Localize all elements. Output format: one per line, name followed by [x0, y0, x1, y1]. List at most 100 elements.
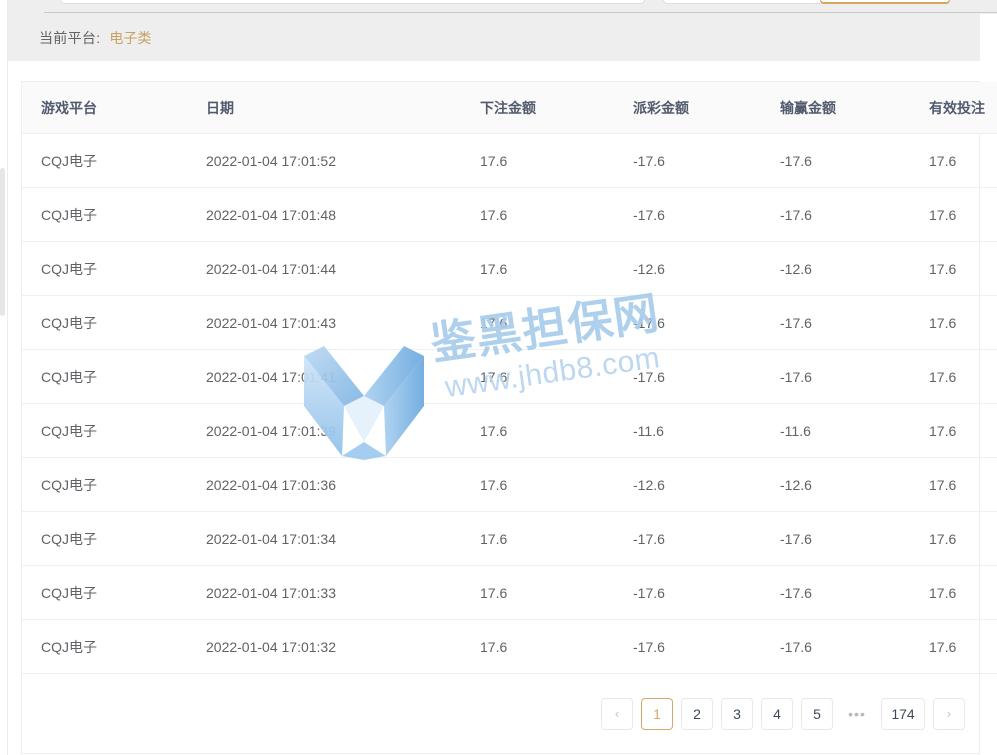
cell-valid: 17.6 [917, 295, 997, 350]
cell-winloss: -12.6 [768, 241, 917, 296]
cell-bet: 17.6 [465, 403, 619, 458]
cell-winloss: -17.6 [768, 349, 917, 404]
cell-bet: 17.6 [465, 295, 619, 350]
cell-valid: 17.6 [917, 457, 997, 512]
pagination-page-4[interactable]: 4 [761, 697, 793, 730]
cell-payout: -12.6 [619, 457, 768, 512]
cell-payout: -11.6 [619, 403, 768, 458]
current-platform-banner: 当前平台: 电子类 [8, 14, 980, 61]
table-row: CQJ电子 2022-01-04 17:01:33 17.6 -17.6 -17.6 17… [22, 565, 997, 620]
cell-winloss: -17.6 [768, 511, 917, 566]
column-header-payout: 派彩金额 [619, 82, 768, 134]
table-header-row: 游戏平台 日期 下注金额 派彩金额 输赢金额 有效投注 [22, 82, 997, 134]
cell-date: 2022-01-04 17:01:52 [191, 133, 465, 188]
cell-winloss: -17.6 [768, 565, 917, 620]
date-range-input[interactable] [60, 0, 645, 4]
cell-date: 2022-01-04 17:01:34 [191, 511, 465, 566]
records-table-head: 游戏平台 日期 下注金额 派彩金额 输赢金额 有效投注 [22, 82, 997, 134]
toolbar-divider [44, 12, 997, 13]
cell-bet: 17.6 [465, 511, 619, 566]
cell-bet: 17.6 [465, 565, 619, 620]
cell-payout: -17.6 [619, 619, 768, 674]
search-button[interactable] [820, 0, 950, 4]
cell-date: 2022-01-04 17:01:32 [191, 619, 465, 674]
cell-payout: -17.6 [619, 133, 768, 188]
table-row: CQJ电子 2022-01-04 17:01:48 17.6 -17.6 -17.6 17… [22, 187, 997, 242]
records-table: 游戏平台 日期 下注金额 派彩金额 输赢金额 有效投注 CQJ电子 2022-01… [22, 82, 997, 674]
table-row: CQJ电子 2022-01-04 17:01:52 17.6 -17.6 -17.6 17… [22, 133, 997, 188]
pagination-page-5[interactable]: 5 [801, 697, 833, 730]
cell-valid: 17.6 [917, 511, 997, 566]
cell-winloss: -17.6 [768, 133, 917, 188]
cell-bet: 17.6 [465, 133, 619, 188]
table-row: CQJ电子 2022-01-04 17:01:44 17.6 -12.6 -12.6 17… [22, 241, 997, 296]
pagination-footer: ‹ 1 2 3 4 5 ••• 174 › [21, 674, 980, 754]
pagination-next-icon[interactable]: › [933, 697, 965, 730]
table-row: CQJ电子 2022-01-04 17:01:41 17.6 -17.6 -17.6 17… [22, 349, 997, 404]
cell-payout: -17.6 [619, 187, 768, 242]
cell-valid: 17.6 [917, 241, 997, 296]
cell-platform: CQJ电子 [22, 457, 191, 512]
pagination-prev-icon[interactable]: ‹ [601, 697, 633, 730]
table-row: CQJ电子 2022-01-04 17:01:32 17.6 -17.6 -17.6 17… [22, 619, 997, 674]
column-header-platform: 游戏平台 [22, 82, 191, 134]
page-scrollbar-thumb[interactable] [0, 168, 5, 316]
column-header-valid: 有效投注 [917, 82, 997, 134]
cell-bet: 17.6 [465, 619, 619, 674]
column-header-date: 日期 [191, 82, 465, 134]
cell-platform: CQJ电子 [22, 565, 191, 620]
column-header-winloss: 输赢金额 [768, 82, 917, 134]
pagination-page-2[interactable]: 2 [681, 697, 713, 730]
cell-bet: 17.6 [465, 349, 619, 404]
cell-platform: CQJ电子 [22, 187, 191, 242]
cell-winloss: -11.6 [768, 403, 917, 458]
cell-payout: -12.6 [619, 241, 768, 296]
current-platform-value: 电子类 [109, 29, 152, 46]
cell-platform: CQJ电子 [22, 349, 191, 404]
cell-date: 2022-01-04 17:01:48 [191, 187, 465, 242]
cell-date: 2022-01-04 17:01:41 [191, 349, 465, 404]
cell-payout: -17.6 [619, 511, 768, 566]
cell-date: 2022-01-04 17:01:36 [191, 457, 465, 512]
page-scrollbar[interactable] [0, 0, 8, 755]
cell-winloss: -12.6 [768, 457, 917, 512]
cell-valid: 17.6 [917, 349, 997, 404]
cell-platform: CQJ电子 [22, 511, 191, 566]
cell-winloss: -17.6 [768, 187, 917, 242]
cell-date: 2022-01-04 17:01:33 [191, 565, 465, 620]
pagination-page-last[interactable]: 174 [881, 697, 925, 730]
cell-platform: CQJ电子 [22, 133, 191, 188]
table-row: CQJ电子 2022-01-04 17:01:36 17.6 -12.6 -12.6 17… [22, 457, 997, 512]
cell-valid: 17.6 [917, 619, 997, 674]
pagination: ‹ 1 2 3 4 5 ••• 174 › [601, 697, 965, 730]
filter-toolbar [8, 0, 997, 14]
column-header-bet: 下注金额 [465, 82, 619, 134]
cell-payout: -17.6 [619, 295, 768, 350]
cell-bet: 17.6 [465, 457, 619, 512]
records-table-card: 游戏平台 日期 下注金额 派彩金额 输赢金额 有效投注 CQJ电子 2022-01… [21, 81, 997, 674]
pagination-ellipsis: ••• [848, 705, 866, 722]
current-platform-label: 当前平台: [39, 29, 101, 46]
cell-valid: 17.6 [917, 187, 997, 242]
cell-platform: CQJ电子 [22, 241, 191, 296]
table-row: CQJ电子 2022-01-04 17:01:39 17.6 -11.6 -11.6 17… [22, 403, 997, 458]
cell-payout: -17.6 [619, 565, 768, 620]
table-row: CQJ电子 2022-01-04 17:01:34 17.6 -17.6 -17.6 17… [22, 511, 997, 566]
cell-bet: 17.6 [465, 241, 619, 296]
cell-platform: CQJ电子 [22, 403, 191, 458]
pagination-page-3[interactable]: 3 [721, 697, 753, 730]
cell-date: 2022-01-04 17:01:39 [191, 403, 465, 458]
cell-valid: 17.6 [917, 403, 997, 458]
cell-platform: CQJ电子 [22, 619, 191, 674]
records-table-body: CQJ电子 2022-01-04 17:01:52 17.6 -17.6 -17.6 17… [22, 133, 997, 674]
cell-date: 2022-01-04 17:01:44 [191, 241, 465, 296]
pagination-page-1[interactable]: 1 [641, 697, 673, 730]
cell-winloss: -17.6 [768, 295, 917, 350]
cell-valid: 17.6 [917, 133, 997, 188]
cell-winloss: -17.6 [768, 619, 917, 674]
cell-valid: 17.6 [917, 565, 997, 620]
cell-platform: CQJ电子 [22, 295, 191, 350]
cell-bet: 17.6 [465, 187, 619, 242]
table-row: CQJ电子 2022-01-04 17:01:43 17.6 -17.6 -17.6 17… [22, 295, 997, 350]
cell-payout: -17.6 [619, 349, 768, 404]
